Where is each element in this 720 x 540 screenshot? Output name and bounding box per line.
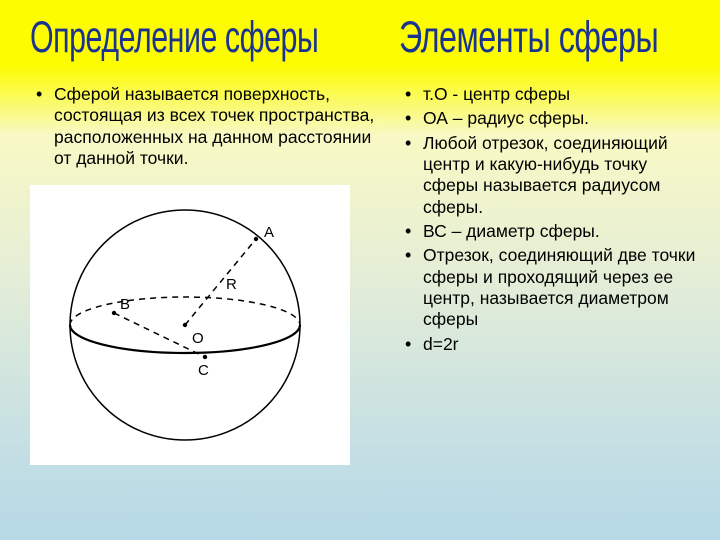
list-item: ВС – диаметр сферы. [399,221,696,242]
svg-text:B: B [120,296,130,313]
sphere-svg: O A B C R [30,185,350,465]
list-item: ОА – радиус сферы. [399,108,696,129]
list-item: т.О - центр сферы [399,84,696,105]
list-item: d=2r [399,334,696,355]
svg-text:O: O [192,330,204,347]
heading-left: Определение сферы [30,11,347,62]
slide: Определение сферы Сферой называется пове… [0,0,720,540]
svg-text:C: C [198,362,209,379]
list-item: Любой отрезок, соединяющий центр и какую… [399,133,696,218]
left-bullet-list: Сферой называется поверхность, состоящая… [30,84,375,169]
svg-text:R: R [226,276,237,293]
right-bullet-list: т.О - центр сферы ОА – радиус сферы. Люб… [399,84,696,355]
sphere-diagram: O A B C R [30,185,350,465]
heading-right: Элементы сферы [399,11,690,62]
left-column: Определение сферы Сферой называется пове… [30,18,375,522]
list-item: Отрезок, соединяющий две точки сферы и п… [399,245,696,330]
svg-text:A: A [264,224,274,241]
list-item: Сферой называется поверхность, состоящая… [30,84,375,169]
right-column: Элементы сферы т.О - центр сферы ОА – ра… [375,18,696,522]
